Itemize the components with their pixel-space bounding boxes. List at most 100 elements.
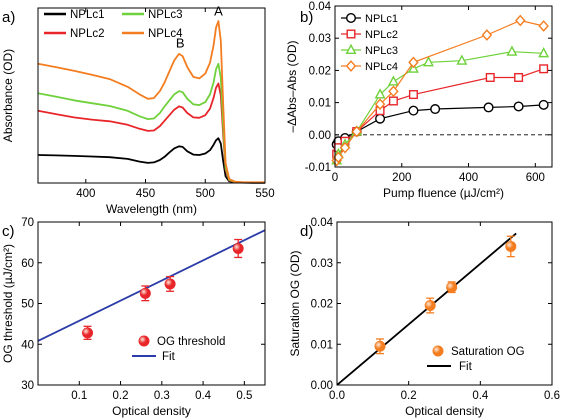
data-point [351, 125, 362, 138]
data-point [374, 98, 386, 111]
data-point [139, 287, 151, 299]
data-point [339, 141, 351, 154]
data-point [430, 104, 441, 115]
data-point [374, 340, 386, 352]
x-tick-label: 200 [392, 172, 411, 184]
plot-frame [37, 7, 266, 184]
series-line-1 [336, 104, 544, 145]
data-point [375, 113, 386, 124]
legend-label: NPLc4 [365, 61, 398, 73]
x-tick-label: 600 [526, 172, 545, 184]
data-point [483, 102, 494, 113]
legend-label: Saturation OG [451, 346, 525, 358]
legend-label: Fit [459, 361, 473, 373]
legend-marker [138, 335, 150, 347]
y-tick-label: 0.04 [309, 1, 332, 13]
panel-label: a) [2, 9, 15, 26]
legend-label: NPLc3 [148, 9, 183, 21]
x-tick-label: 400 [459, 172, 478, 184]
legend-marker [345, 43, 357, 54]
data-point [423, 56, 434, 67]
data-point [164, 278, 176, 290]
y-axis-label: Absorbance (OD) [1, 49, 15, 142]
y-tick-label: 0.00 [309, 130, 331, 142]
legend-marker [346, 12, 357, 24]
y-tick-label: 0.04 [311, 217, 334, 229]
legend-label: NPLc3 [365, 45, 398, 57]
legend-label: NPLc1 [365, 13, 398, 25]
annotation-label: B [176, 35, 185, 50]
data-point [408, 56, 419, 69]
legend-label: Fit [162, 351, 176, 363]
y-tick-label: 0.03 [311, 258, 333, 270]
legend-label: NPLc2 [365, 29, 398, 41]
data-point [481, 29, 493, 41]
data-point [408, 90, 418, 100]
data-point [515, 14, 526, 27]
legend-marker [432, 345, 444, 357]
panel-4: d) 0.0 0.2 0.4 0.6 0.00 0.01 0.02 0.03 0.04 Optica… [288, 217, 560, 418]
data-point [388, 96, 398, 106]
y-tick-label: 0.01 [311, 339, 333, 351]
legend-label: NPLc1 [70, 9, 105, 21]
legend-label: NPLc2 [70, 28, 105, 40]
y-tick-label: 0.02 [311, 299, 333, 311]
data-point [374, 88, 386, 99]
data-point [388, 85, 399, 98]
data-point [446, 281, 458, 293]
data-point [506, 45, 518, 56]
y-tick-label: 60 [21, 258, 34, 270]
x-tick-label: 550 [255, 188, 274, 200]
panel-label: c) [2, 223, 15, 240]
x-axis-label: Optical density [405, 404, 484, 418]
data-point [513, 101, 524, 112]
panel-3: c) 0.1 0.2 0.3 0.4 0.5 30 40 50 60 70 Optical densi… [1, 217, 266, 418]
series-line-4 [37, 20, 265, 184]
y-tick-label: 40 [21, 339, 34, 351]
fit-line [37, 229, 266, 342]
series-line-4 [336, 19, 544, 161]
data-point [232, 242, 244, 254]
x-tick-label: 0 [332, 172, 338, 184]
x-axis-label: Pump fluence (µJ/cm²) [383, 186, 504, 200]
x-tick-label: 0.4 [195, 390, 212, 402]
data-point [514, 72, 524, 82]
y-axis-label: OG threshold (µJ/cm²) [1, 244, 15, 363]
x-axis-label: Wavelength (nm) [106, 202, 197, 216]
data-point [82, 327, 94, 339]
x-tick-label: 0.6 [544, 390, 560, 402]
x-axis-label: Optical density [112, 404, 191, 418]
legend-marker [345, 60, 357, 72]
y-axis-label: Saturation OG (OD) [288, 250, 302, 356]
y-tick-label: 50 [21, 299, 34, 311]
data-point [408, 105, 419, 116]
y-tick-label: 0.03 [309, 33, 331, 45]
data-point [538, 47, 550, 58]
panel-1: a) 400 450 500 550 Wavelength (nm) Absorbance … [1, 4, 275, 216]
panel-label: d) [300, 223, 313, 240]
x-tick-label: 0.4 [472, 390, 489, 402]
y-tick-label: -0.01 [305, 162, 331, 174]
data-point [387, 75, 399, 86]
y-tick-label: 70 [21, 217, 34, 229]
plot-frame [336, 221, 553, 386]
panel-label: b) [300, 9, 313, 26]
data-point [424, 300, 436, 312]
series-line-2 [336, 68, 544, 155]
y-tick-label: 0.01 [309, 98, 331, 110]
x-tick-label: 400 [76, 188, 95, 200]
y-axis-label: –ΔAbs–Abs (OD) [285, 40, 299, 132]
x-tick-label: 0.5 [236, 390, 252, 402]
y-tick-label: 0.02 [309, 65, 331, 77]
legend-label: NPLc4 [148, 28, 183, 40]
panel-2: b) 0 200 400 600 -0.01 0.00 0.01 0.02 0.03 0.04 Pum… [285, 1, 553, 200]
data-point [505, 240, 517, 252]
x-tick-label: 0.2 [401, 390, 417, 402]
data-point [538, 99, 549, 110]
x-tick-label: 0.3 [154, 390, 170, 402]
data-point [538, 20, 549, 32]
annotation-label: A [214, 4, 223, 19]
data-point [456, 54, 468, 65]
series-line-3 [37, 62, 265, 184]
